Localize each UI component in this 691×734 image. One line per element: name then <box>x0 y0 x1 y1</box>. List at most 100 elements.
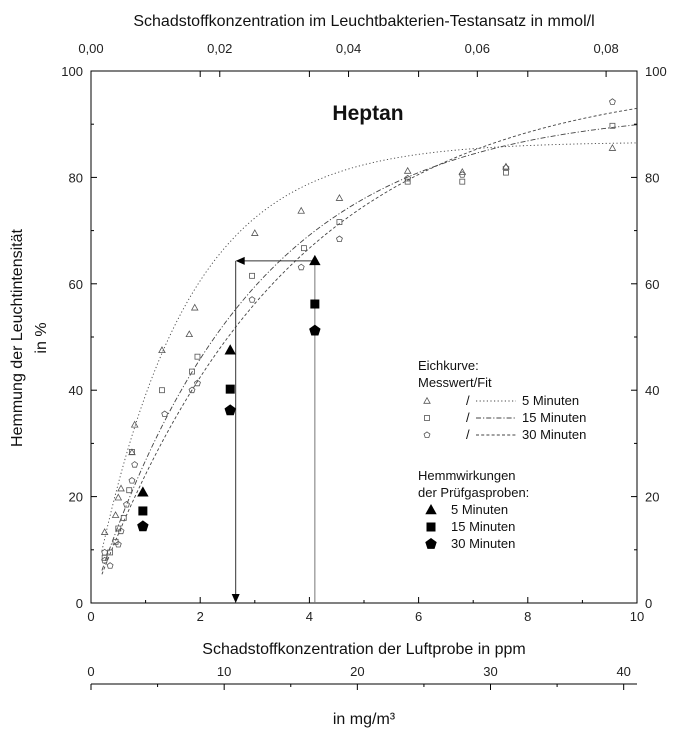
test-sample-point-5-min <box>224 344 236 355</box>
calibration-point-15-min <box>159 387 165 394</box>
test-sample-point-15-min <box>138 506 148 516</box>
legend-calibration-marker <box>423 431 431 438</box>
calibration-point-30-min <box>194 379 201 387</box>
y-tick-label: 60 <box>69 277 83 292</box>
calibration-point-30-min <box>161 410 169 418</box>
calibration-point-15-min <box>301 245 307 252</box>
mg-axis-title: in mg/m³ <box>333 711 396 728</box>
calibration-point-15-min <box>249 272 255 279</box>
legend-calibration-label: 15 Minuten <box>522 410 586 425</box>
calibration-point-30-min <box>336 235 343 243</box>
x-tick-label: 0 <box>87 609 94 624</box>
calibration-point-5-min <box>100 528 109 535</box>
calibration-point-30-min <box>248 296 256 303</box>
calibration-point-15-min <box>336 219 343 225</box>
mg-tick-label: 20 <box>350 664 364 679</box>
y-axis-title-line-2: in % <box>33 322 50 353</box>
top-tick-label: 0,02 <box>207 41 232 56</box>
data-points-group <box>100 98 617 569</box>
top-tick-label: 0,06 <box>465 41 490 56</box>
calibration-point-30-min <box>458 171 466 178</box>
calibration-point-15-min <box>404 178 411 185</box>
y-right-tick-label: 100 <box>645 64 667 79</box>
calibration-point-15-min <box>129 449 135 455</box>
calibration-point-30-min <box>502 164 510 171</box>
legend-test-marker <box>426 522 436 532</box>
calibration-point-15-min <box>194 353 201 360</box>
calibration-point-5-min <box>158 346 166 354</box>
vertical-arrow-head <box>231 594 240 603</box>
x-tick-label: 2 <box>197 609 204 624</box>
calibration-point-30-min <box>128 477 136 484</box>
calibration-point-30-min <box>101 556 109 564</box>
calibration-point-5-min <box>403 166 412 174</box>
calibration-point-15-min <box>189 368 195 375</box>
calibration-point-15-min <box>120 514 127 521</box>
calibration-point-5-min <box>297 206 306 214</box>
y-axis-title-line-1: Hemmung der Leuchtintensität <box>9 229 26 447</box>
calibration-point-30-min <box>609 98 616 105</box>
y-tick-label: 0 <box>76 596 83 611</box>
x-axis-title: Schadstoffkonzentration der Luftprobe in… <box>202 641 525 658</box>
fit-curves-group <box>101 107 637 575</box>
y-right-tick-label: 40 <box>645 383 659 398</box>
x-tick-label: 10 <box>630 609 644 624</box>
test-sample-point-30-min <box>224 404 236 416</box>
mg-tick-label: 40 <box>616 664 630 679</box>
legend-test-label: 30 Minuten <box>451 536 515 551</box>
x-tick-label: 4 <box>306 609 313 624</box>
horizontal-arrow-head <box>235 256 245 265</box>
legend-separator: / <box>466 427 470 442</box>
y-tick-label: 80 <box>69 170 83 185</box>
calibration-point-30-min <box>404 174 412 182</box>
x-tick-label: 8 <box>524 609 531 624</box>
fit-curve-15-min <box>101 124 637 571</box>
calibration-point-15-min <box>609 122 616 129</box>
calibration-point-15-min <box>459 178 466 185</box>
top-x-axis-title: Schadstoffkonzentration im Leuchtbakteri… <box>133 13 594 30</box>
calibration-point-15-min <box>126 487 133 494</box>
calibration-point-5-min <box>458 167 467 175</box>
plot-frame-group <box>90 70 638 604</box>
y-right-tick-label: 60 <box>645 277 659 292</box>
reading-arrows-group <box>231 256 316 603</box>
calibration-point-5-min <box>190 303 199 311</box>
legend-test-label: 15 Minuten <box>451 519 515 534</box>
calibration-point-30-min <box>117 527 125 535</box>
test-sample-point-15-min <box>310 299 320 309</box>
legend-test-title: Hemmwirkungen <box>418 468 516 483</box>
calibration-point-5-min <box>250 229 259 236</box>
calibration-point-5-min <box>335 194 344 201</box>
plot-frame <box>90 70 638 604</box>
y-right-tick-label: 20 <box>645 490 659 505</box>
top-tick-label: 0,04 <box>336 41 361 56</box>
y-right-tick-label: 0 <box>645 596 652 611</box>
calibration-point-15-min <box>503 169 509 176</box>
legend-separator: / <box>466 410 470 425</box>
legend-calibration-label: 30 Minuten <box>522 427 586 442</box>
legend-calibration-subtitle: Messwert/Fit <box>418 375 492 390</box>
calibration-point-30-min <box>188 386 196 394</box>
legend-calibration-label: 5 Minuten <box>522 393 579 408</box>
calibration-point-5-min <box>114 493 123 501</box>
mg-tick-label: 30 <box>483 664 497 679</box>
mg-tick-label: 0 <box>87 664 94 679</box>
calibration-point-30-min <box>106 562 114 569</box>
legend-calibration-marker <box>423 396 431 404</box>
calibration-point-30-min <box>123 500 130 508</box>
chart-title: Heptan <box>332 102 403 125</box>
calibration-point-30-min <box>101 548 109 556</box>
legend-test-subtitle: der Prüfgasproben: <box>418 485 529 500</box>
test-sample-point-5-min <box>309 254 321 266</box>
calibration-point-5-min <box>117 484 125 492</box>
calibration-point-30-min <box>131 461 139 468</box>
test-sample-point-15-min <box>225 384 235 394</box>
calibration-point-5-min <box>111 511 120 518</box>
test-sample-point-30-min <box>137 520 149 532</box>
test-sample-point-30-min <box>309 324 321 336</box>
calibration-point-5-min <box>608 144 617 151</box>
legend-test-label: 5 Minuten <box>451 502 508 517</box>
calibration-point-5-min <box>130 420 139 428</box>
legend-test-marker <box>425 538 437 549</box>
